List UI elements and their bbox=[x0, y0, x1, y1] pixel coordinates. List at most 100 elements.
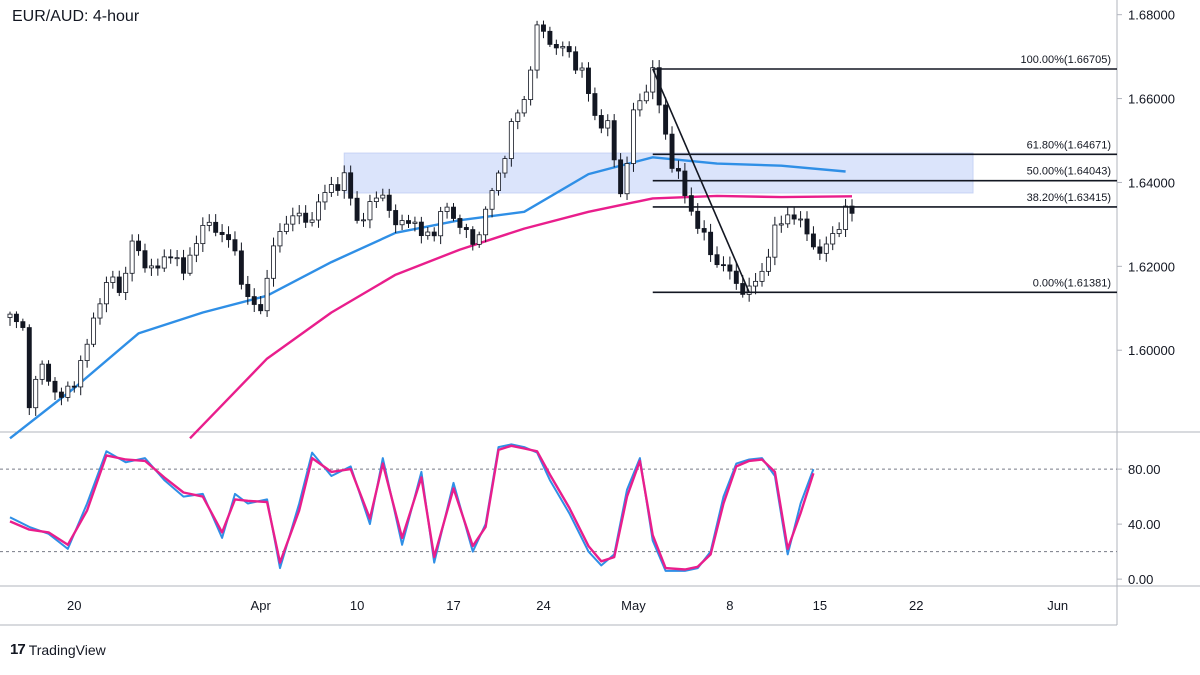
candle bbox=[309, 212, 315, 227]
candle-body bbox=[656, 67, 662, 106]
candle-body bbox=[553, 44, 559, 49]
candle bbox=[444, 202, 450, 219]
candle-body bbox=[174, 257, 180, 260]
candle bbox=[727, 256, 733, 280]
candle bbox=[283, 215, 289, 235]
candle-body bbox=[26, 327, 32, 409]
candle bbox=[457, 214, 463, 235]
price-tick-label: 1.64000 bbox=[1128, 175, 1175, 190]
candle bbox=[618, 153, 624, 198]
candle bbox=[547, 26, 553, 47]
candle-body bbox=[560, 46, 566, 49]
candle-body bbox=[759, 270, 765, 282]
candle-body bbox=[238, 250, 244, 285]
stochastic-line-2 bbox=[9, 444, 815, 571]
candle-body bbox=[496, 172, 501, 191]
oscillator-axis[interactable]: 80.00 40.00 0.00 bbox=[1117, 462, 1161, 587]
candle bbox=[46, 360, 52, 386]
price-tick-label: 1.62000 bbox=[1128, 259, 1175, 274]
candle bbox=[399, 214, 405, 231]
time-tick-label: Apr bbox=[251, 598, 272, 613]
candle-body bbox=[669, 133, 675, 169]
candle-body bbox=[624, 163, 630, 195]
candle-body bbox=[650, 67, 656, 93]
candle-body bbox=[547, 30, 553, 45]
fibonacci-retracement[interactable]: 100.00%(1.66705) 61.80%(1.64671) 50.00%(1.… bbox=[652, 54, 1117, 294]
candle bbox=[232, 231, 238, 256]
fibonacci-level-label: 61.80%(1.64671) bbox=[1027, 139, 1111, 151]
candle-body bbox=[84, 343, 90, 361]
candle bbox=[219, 224, 225, 243]
candle-body bbox=[772, 224, 778, 258]
candle-body bbox=[226, 234, 231, 241]
candle-body bbox=[335, 184, 341, 191]
candle-body bbox=[418, 221, 424, 237]
price-tick-label: 1.60000 bbox=[1128, 343, 1175, 358]
candle-body bbox=[123, 272, 129, 293]
candle-body bbox=[740, 283, 746, 295]
candle-body bbox=[393, 210, 399, 226]
supply-zone-layer bbox=[343, 152, 974, 194]
candle-body bbox=[271, 245, 276, 279]
candle bbox=[804, 211, 810, 242]
candle-body bbox=[322, 192, 328, 203]
candle bbox=[110, 270, 116, 289]
candle bbox=[258, 296, 264, 315]
tradingview-brand[interactable]: 17 TradingView bbox=[10, 641, 106, 658]
candle-body bbox=[309, 219, 315, 223]
candle bbox=[335, 177, 341, 196]
candle bbox=[193, 235, 199, 263]
moving-average-line-1 bbox=[9, 156, 846, 440]
candle-body bbox=[753, 280, 759, 287]
candle bbox=[810, 226, 816, 250]
candle-body bbox=[136, 240, 142, 252]
candle bbox=[296, 205, 302, 225]
candle-body bbox=[663, 104, 669, 135]
candle-body bbox=[714, 254, 720, 266]
candle-body bbox=[373, 197, 379, 202]
candle-body bbox=[13, 313, 19, 323]
candle bbox=[798, 211, 804, 228]
candle bbox=[682, 163, 688, 204]
candle-body bbox=[457, 218, 463, 228]
candle-body bbox=[129, 240, 135, 274]
candle bbox=[772, 216, 778, 266]
candle bbox=[406, 214, 411, 228]
time-axis[interactable]: 20 Apr 10 17 24 May 8 15 22 Jun bbox=[67, 598, 1068, 613]
candles-layer bbox=[7, 20, 855, 416]
candle-body bbox=[592, 93, 598, 116]
candle-body bbox=[785, 214, 791, 225]
candle-body bbox=[451, 206, 456, 219]
candle bbox=[58, 387, 64, 406]
candle bbox=[200, 217, 206, 252]
price-axis[interactable]: 1.68000 1.66000 1.64000 1.62000 1.60000 bbox=[1117, 8, 1175, 359]
candle bbox=[586, 62, 591, 102]
candle-body bbox=[264, 277, 270, 312]
oscillator-tick-label: 40.00 bbox=[1128, 517, 1161, 532]
candle-body bbox=[489, 190, 495, 210]
candle-body bbox=[695, 210, 701, 229]
candle bbox=[155, 258, 161, 276]
candle bbox=[123, 266, 129, 301]
candle bbox=[303, 205, 309, 228]
candle bbox=[78, 355, 84, 396]
oscillator-tick-label: 0.00 bbox=[1128, 572, 1153, 587]
candle bbox=[97, 298, 103, 325]
fibonacci-level-label: 50.00%(1.64043) bbox=[1027, 166, 1111, 178]
candle bbox=[592, 87, 598, 121]
candle bbox=[785, 206, 791, 228]
candle-body bbox=[193, 243, 199, 256]
candle-body bbox=[168, 256, 174, 259]
candle-body bbox=[155, 265, 161, 269]
candle bbox=[238, 242, 244, 290]
candle bbox=[148, 258, 154, 276]
candle bbox=[142, 243, 148, 273]
candle bbox=[579, 62, 585, 78]
candle-body bbox=[534, 24, 540, 71]
candle-body bbox=[631, 109, 636, 164]
candle bbox=[341, 165, 347, 199]
candle-body bbox=[290, 215, 296, 225]
fibonacci-level-label: 100.00%(1.66705) bbox=[1020, 54, 1111, 66]
candle-body bbox=[52, 380, 58, 393]
candle-body bbox=[33, 378, 39, 409]
